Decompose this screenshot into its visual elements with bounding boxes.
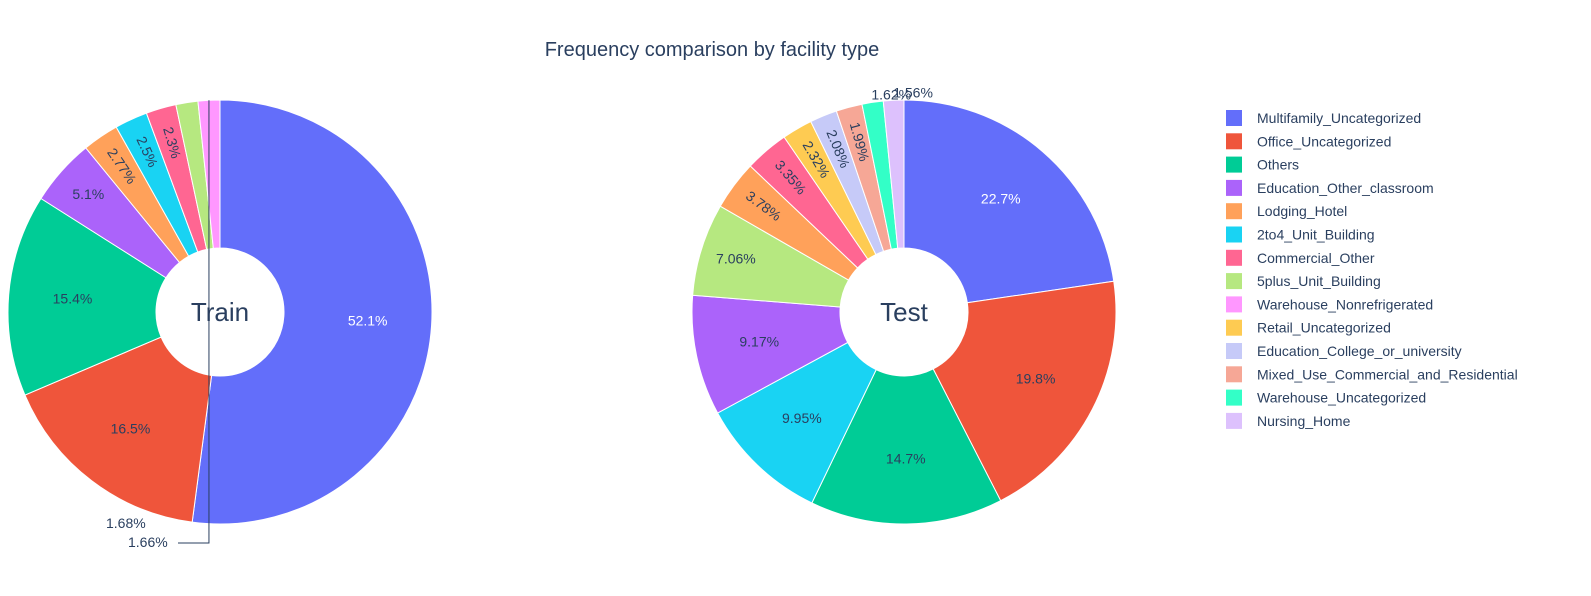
legend-swatch	[1226, 296, 1242, 313]
legend-swatch	[1226, 273, 1242, 290]
legend-label: Lodging_Hotel	[1257, 203, 1347, 219]
legend-label: Warehouse_Nonrefrigerated	[1257, 296, 1433, 312]
slice-label-test-2to4-unit-building: 9.95%	[782, 410, 822, 426]
pie-slice-test-nursing-home[interactable]	[882, 99, 905, 249]
legend-swatch	[1226, 412, 1242, 429]
legend-swatch	[1226, 366, 1242, 383]
donut-center-label-train: Train	[191, 297, 249, 327]
pie-chart-train: 52.1%16.5%15.4%5.1%2.77%2.5%2.3%1.68%1.6…	[7, 99, 433, 550]
legend: Multifamily_Uncategorized Office_Uncatego…	[1226, 110, 1518, 429]
slice-label-train-5plus-unit-building: 1.68%	[106, 515, 146, 531]
legend-swatch	[1226, 203, 1242, 220]
slice-label-test-others: 14.7%	[886, 451, 926, 467]
slice-label-test-multifamily-uncategorized: 22.7%	[981, 191, 1021, 207]
pie-slice-test-multifamily-uncategorized[interactable]	[903, 99, 1115, 304]
legend-swatch	[1226, 179, 1242, 196]
legend-label: Multifamily_Uncategorized	[1257, 110, 1421, 126]
legend-item-retail-uncategorized[interactable]: Retail_Uncategorized	[1226, 319, 1391, 336]
legend-label: Education_Other_classroom	[1257, 180, 1434, 196]
legend-label: Warehouse_Uncategorized	[1257, 390, 1426, 406]
legend-label: Nursing_Home	[1257, 413, 1351, 429]
legend-swatch	[1226, 389, 1242, 406]
slice-label-test-warehouse-uncategorized: 1.62%	[871, 86, 911, 102]
legend-label: 5plus_Unit_Building	[1257, 273, 1381, 289]
pie-chart-test: 22.7%19.8%14.7%9.95%9.17%7.06%3.78%3.35%…	[691, 84, 1117, 525]
legend-item-nursing-home[interactable]: Nursing_Home	[1226, 412, 1351, 429]
pie-slice-train-office-uncategorized[interactable]	[24, 336, 213, 523]
legend-label: Commercial_Other	[1257, 250, 1375, 266]
slice-label-train-office-uncategorized: 16.5%	[111, 421, 151, 437]
legend-swatch	[1226, 319, 1242, 336]
legend-item-office-uncategorized[interactable]: Office_Uncategorized	[1226, 133, 1391, 150]
slice-label-train-multifamily-uncategorized: 52.1%	[348, 312, 388, 328]
slice-label-test-nursing-home: 1.56%	[893, 84, 933, 100]
legend-item-lodging-hotel[interactable]: Lodging_Hotel	[1226, 203, 1347, 220]
slice-label-train-warehouse-nonrefrigerated: 1.66%	[128, 534, 168, 550]
pie-slice-train-others[interactable]	[7, 197, 167, 396]
legend-label: Others	[1257, 157, 1299, 173]
legend-label: 2to4_Unit_Building	[1257, 227, 1375, 243]
legend-item-commercial-other[interactable]: Commercial_Other	[1226, 250, 1375, 266]
legend-item-warehouse-nonrefrigerated[interactable]: Warehouse_Nonrefrigerated	[1226, 296, 1433, 313]
legend-label: Retail_Uncategorized	[1257, 320, 1391, 336]
donut-center-label-test: Test	[880, 297, 928, 327]
legend-item-education-college-or-university[interactable]: Education_College_or_university	[1226, 343, 1462, 359]
slice-label-test-education-other-classroom: 9.17%	[739, 333, 779, 349]
slice-label-train-education-other-classroom: 5.1%	[72, 186, 104, 202]
leader-line-train-warehouse-nonrefrigerated	[178, 100, 210, 544]
pie-slice-test-others[interactable]	[811, 368, 1002, 525]
legend-item-education-other-classroom[interactable]: Education_Other_classroom	[1226, 179, 1434, 196]
legend-swatch	[1226, 249, 1242, 266]
slice-label-train-others: 15.4%	[53, 291, 93, 307]
legend-label: Mixed_Use_Commercial_and_Residential	[1257, 366, 1518, 382]
pie-slice-train-multifamily-uncategorized[interactable]	[191, 99, 433, 525]
legend-item-2to4-unit-building[interactable]: 2to4_Unit_Building	[1226, 226, 1375, 243]
pie-slice-test-office-uncategorized[interactable]	[932, 280, 1117, 502]
legend-item-multifamily-uncategorized[interactable]: Multifamily_Uncategorized	[1226, 110, 1421, 126]
pie-slice-test-education-other-classroom[interactable]	[691, 294, 849, 414]
legend-swatch	[1226, 110, 1242, 126]
legend-swatch	[1226, 133, 1242, 150]
legend-item-warehouse-uncategorized[interactable]: Warehouse_Uncategorized	[1226, 389, 1426, 406]
slice-label-test-office-uncategorized: 19.8%	[1016, 371, 1056, 387]
legend-swatch	[1226, 343, 1242, 359]
legend-swatch	[1226, 226, 1242, 243]
legend-label: Education_College_or_university	[1257, 343, 1462, 359]
legend-swatch	[1226, 156, 1242, 173]
legend-item-5plus-unit-building[interactable]: 5plus_Unit_Building	[1226, 273, 1381, 290]
chart-title: Frequency comparison by facility type	[545, 39, 880, 61]
slice-label-test-5plus-unit-building: 7.06%	[716, 251, 756, 267]
legend-label: Office_Uncategorized	[1257, 133, 1391, 149]
pie-slice-test-2to4-unit-building[interactable]	[716, 341, 877, 504]
legend-item-mixed-use-commercial-and-residential[interactable]: Mixed_Use_Commercial_and_Residential	[1226, 366, 1518, 383]
legend-item-others[interactable]: Others	[1226, 156, 1299, 173]
